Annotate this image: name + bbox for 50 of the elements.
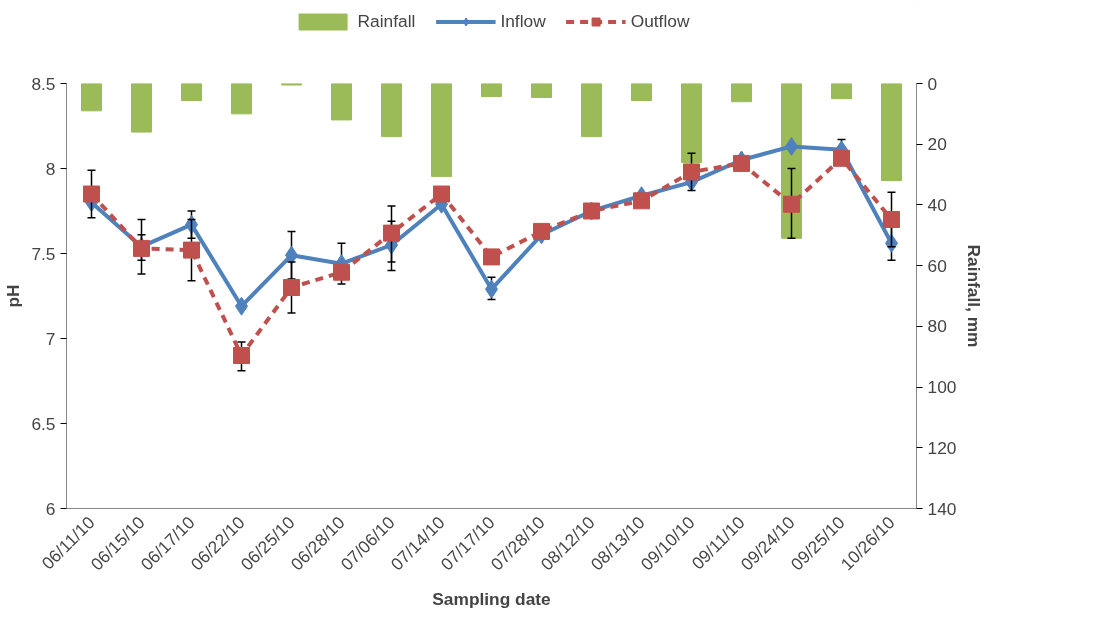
point — [683, 163, 700, 181]
bar — [531, 83, 552, 98]
legend-label: Rainfall — [357, 10, 416, 32]
bar — [331, 83, 352, 121]
bar — [731, 83, 752, 103]
legend-label: Inflow — [500, 10, 546, 32]
point — [533, 222, 550, 240]
y-tick-label: 6.5 — [31, 413, 56, 434]
point — [633, 192, 650, 210]
y-tick-label: 7 — [45, 328, 56, 349]
point — [383, 224, 400, 242]
bar — [681, 83, 702, 163]
bar — [431, 83, 452, 177]
point — [483, 248, 500, 266]
point — [783, 195, 800, 213]
point — [183, 241, 200, 259]
bar — [481, 83, 502, 98]
point — [733, 154, 750, 172]
y-axis-title: pH — [3, 284, 24, 308]
bar — [381, 83, 402, 138]
y2-tick-label: 120 — [927, 437, 957, 458]
point — [333, 263, 350, 281]
y2-axis-title: Rainfall, mm — [964, 244, 985, 348]
bar — [581, 83, 602, 138]
bar — [881, 83, 902, 182]
bar — [181, 83, 202, 101]
y-tick-label: 8.5 — [31, 73, 56, 94]
point — [283, 279, 300, 296]
y2-tick-label: 80 — [927, 316, 947, 337]
y2-tick-label: 100 — [927, 377, 957, 398]
bar — [81, 83, 102, 112]
x-axis-title: Sampling date — [432, 589, 552, 610]
point — [233, 347, 250, 364]
point — [83, 185, 100, 203]
bar — [131, 83, 152, 133]
bar — [831, 83, 852, 100]
y2-tick-label: 20 — [927, 134, 947, 155]
legend-label: Outflow — [630, 10, 690, 32]
y-tick-label: 7.5 — [31, 243, 56, 264]
y-tick-label: 6 — [45, 498, 56, 519]
bar — [631, 83, 652, 101]
y2-tick-label: 0 — [927, 73, 938, 94]
y2-tick-label: 60 — [927, 255, 947, 276]
point — [883, 211, 900, 228]
point — [433, 185, 450, 203]
y-tick-label: 8 — [45, 158, 56, 179]
y2-tick-label: 40 — [927, 194, 947, 215]
bar — [231, 83, 252, 115]
point — [833, 149, 850, 167]
y2-tick-label: 140 — [927, 498, 957, 519]
